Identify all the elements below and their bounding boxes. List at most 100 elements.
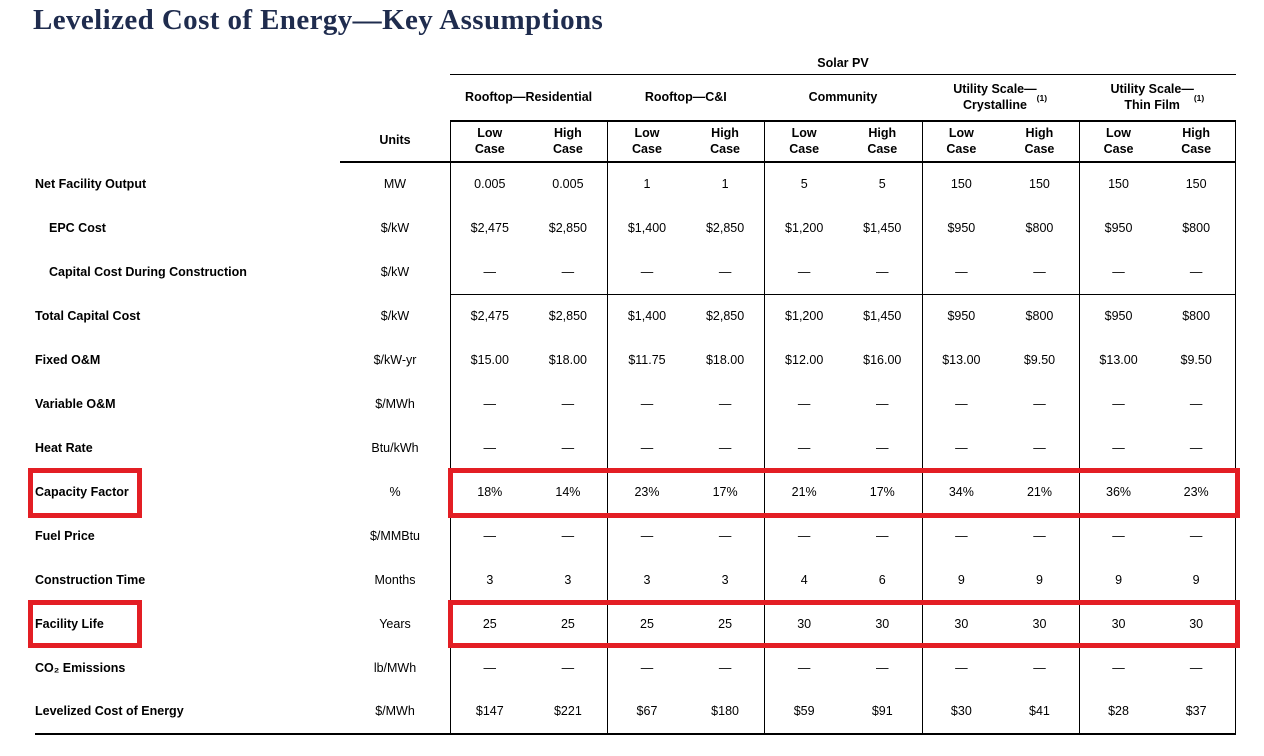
case-subheader-low: Low Case	[764, 120, 843, 163]
row-label: Capital Cost During Construction	[49, 265, 247, 280]
units-cell: $/kW	[380, 265, 410, 280]
value-cell: —	[685, 251, 765, 295]
value-cell: —	[921, 647, 1001, 691]
units-cell: %	[389, 485, 401, 500]
value-cell: $13.00	[1078, 339, 1158, 383]
value-cell: —	[607, 427, 686, 471]
case-subheader-low: Low Case	[1078, 120, 1158, 163]
value-cell: $37	[1157, 691, 1236, 735]
value-cell: 21%	[1026, 485, 1052, 500]
case-subheader-high: High Case	[1000, 120, 1079, 163]
row-label: Heat Rate	[35, 441, 93, 456]
value-cell: $1,450	[863, 309, 902, 324]
row-label: Facility Life	[35, 617, 104, 632]
case-subheader-low: Low Case	[450, 120, 529, 163]
value-cell: —	[1078, 251, 1158, 295]
value-cell: 6	[878, 573, 886, 588]
value-cell: $15.00	[450, 339, 529, 383]
value-cell: 5	[764, 163, 843, 207]
group-header: Rooftop—C&I	[644, 89, 727, 104]
value-cell: 9	[1035, 573, 1043, 588]
row-label: Levelized Cost of Energy	[35, 691, 340, 735]
value-cell: $59	[764, 691, 843, 735]
spacer	[35, 55, 450, 75]
value-cell: 0.005	[552, 177, 584, 192]
value-cell: —	[528, 251, 608, 295]
value-cell: 150	[1157, 163, 1236, 207]
value-cell: —	[921, 251, 1001, 295]
value-cell: —	[450, 383, 529, 427]
value-cell: $1,400	[607, 207, 686, 251]
case-subheader-high: High Case	[842, 120, 922, 163]
value-cell: $13.00	[921, 339, 1001, 383]
value-cell: 1	[607, 163, 686, 207]
value-cell: —	[921, 427, 1001, 471]
value-cell: $16.00	[863, 353, 902, 368]
value-cell: $2,850	[705, 309, 745, 324]
value-cell: 5	[878, 177, 886, 192]
units-cell: $/kW-yr	[373, 353, 417, 368]
value-cell: 3	[450, 559, 529, 603]
value-cell: 30	[1032, 617, 1047, 632]
value-cell: —	[1078, 383, 1158, 427]
units-cell: $/MMBtu	[369, 529, 420, 544]
value-cell: 36%	[1078, 471, 1158, 515]
solar-pv-header: Solar PV	[450, 55, 1236, 75]
value-cell: —	[764, 647, 843, 691]
value-cell: 17%	[712, 485, 738, 500]
group-header: Utility Scale— Thin Film (1)	[1110, 81, 1205, 112]
value-cell: $2,475	[450, 207, 529, 251]
value-cell: 30	[764, 603, 843, 647]
value-cell: $2,850	[548, 309, 587, 324]
case-subheader-high: High Case	[1157, 120, 1236, 163]
value-cell: $28	[1078, 691, 1158, 735]
value-cell: —	[607, 251, 686, 295]
value-cell: $2,850	[548, 221, 587, 236]
row-label: Fixed O&M	[35, 353, 101, 368]
value-cell: 30	[1078, 603, 1158, 647]
units-cell: Months	[374, 573, 416, 588]
value-cell: —	[1157, 647, 1236, 691]
value-cell: —	[718, 661, 732, 676]
value-cell: $800	[1157, 295, 1236, 339]
value-cell: —	[921, 515, 1001, 559]
units-cell: $/MWh	[340, 691, 450, 735]
units-cell: $/kW	[380, 221, 410, 236]
value-cell: —	[764, 383, 843, 427]
value-cell: —	[1000, 251, 1079, 295]
value-cell: 25	[718, 617, 733, 632]
value-cell: —	[1078, 647, 1158, 691]
value-cell: —	[607, 515, 686, 559]
value-cell: $147	[450, 691, 529, 735]
value-cell: 9	[1078, 559, 1158, 603]
value-cell: 30	[921, 603, 1001, 647]
row-label: Fuel Price	[35, 529, 95, 544]
value-cell: 25	[607, 603, 686, 647]
value-cell: 3	[721, 573, 729, 588]
value-cell: 1	[721, 177, 729, 192]
value-cell: $180	[685, 691, 765, 735]
spacer	[35, 120, 340, 163]
row-label: Total Capital Cost	[35, 309, 141, 324]
value-cell: $1,200	[764, 295, 843, 339]
value-cell: —	[1157, 515, 1236, 559]
row-label: Net Facility Output	[35, 177, 147, 192]
row-label: EPC Cost	[49, 221, 106, 236]
value-cell: 150	[1029, 177, 1050, 192]
highlight-box-capacity-factor-values	[448, 468, 1240, 518]
value-cell: —	[876, 441, 889, 456]
units-header: Units	[340, 120, 450, 163]
value-cell: —	[450, 427, 529, 471]
highlight-box-facility-life-label	[28, 600, 142, 648]
value-cell: 25	[560, 617, 575, 632]
value-cell: —	[1033, 397, 1046, 412]
value-cell: 150	[1078, 163, 1158, 207]
value-cell: —	[842, 251, 922, 295]
value-cell: $2,475	[450, 295, 529, 339]
value-cell: $1,450	[863, 221, 902, 236]
value-cell: 21%	[764, 471, 843, 515]
value-cell: $18.00	[705, 353, 745, 368]
value-cell: —	[1033, 441, 1046, 456]
value-cell: $18.00	[548, 353, 587, 368]
value-cell: $11.75	[607, 339, 686, 383]
